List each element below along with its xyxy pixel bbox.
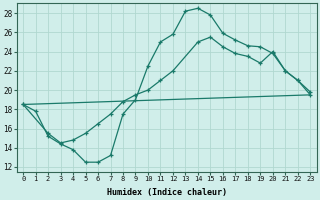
X-axis label: Humidex (Indice chaleur): Humidex (Indice chaleur)	[107, 188, 227, 197]
